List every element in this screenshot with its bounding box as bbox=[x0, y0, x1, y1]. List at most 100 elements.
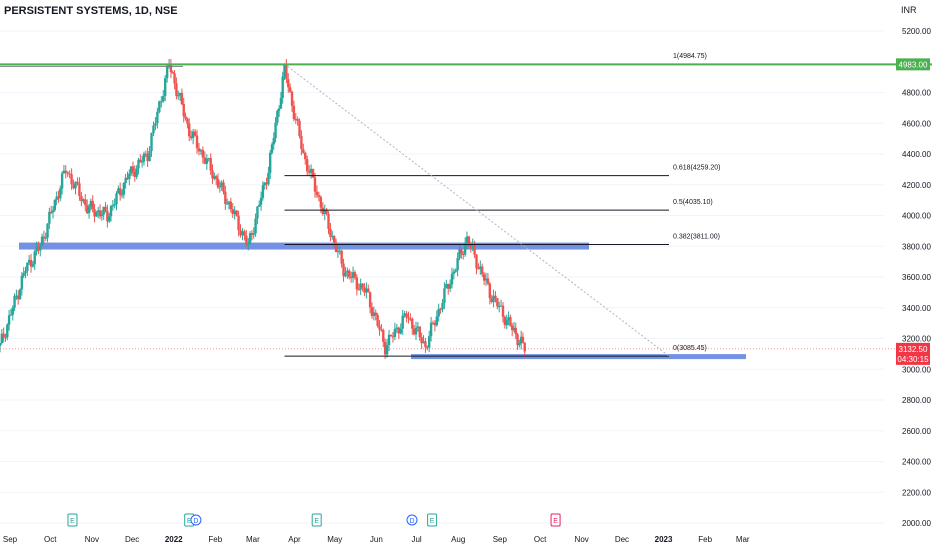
candle-body bbox=[53, 199, 57, 211]
candle bbox=[120, 189, 124, 199]
candle-body bbox=[237, 215, 240, 231]
candle bbox=[481, 263, 484, 278]
candle bbox=[348, 268, 351, 280]
candle bbox=[126, 171, 129, 181]
candle bbox=[37, 241, 40, 254]
candle-body bbox=[218, 186, 222, 188]
candle-body bbox=[148, 150, 151, 162]
candle-body bbox=[336, 251, 340, 253]
candle-body bbox=[471, 244, 474, 248]
candle bbox=[361, 283, 364, 292]
candle bbox=[64, 165, 67, 179]
candle bbox=[177, 90, 180, 100]
candle-body bbox=[18, 289, 22, 300]
candle-body bbox=[169, 64, 173, 73]
candle bbox=[395, 323, 399, 333]
candle-body bbox=[111, 205, 115, 207]
candle bbox=[148, 145, 151, 162]
candle bbox=[448, 279, 452, 293]
candle-body bbox=[418, 326, 421, 338]
candle-body bbox=[245, 235, 248, 245]
candle-body bbox=[197, 148, 201, 152]
candle bbox=[334, 238, 338, 253]
price-axis[interactable]: 5200.00 4800.00 4600.00 4400.00 4200.00 4000.… bbox=[902, 27, 931, 528]
candle-body bbox=[27, 259, 31, 263]
candle-body bbox=[137, 159, 140, 169]
candle bbox=[519, 330, 523, 350]
candle-body bbox=[265, 182, 268, 185]
candle-body bbox=[488, 283, 492, 299]
earnings-icon[interactable]: E bbox=[67, 513, 78, 527]
candle-body bbox=[469, 245, 473, 248]
candle-body bbox=[247, 243, 250, 245]
candle bbox=[214, 174, 218, 186]
candle-body bbox=[450, 273, 454, 285]
candle-body bbox=[177, 95, 180, 97]
candle-body bbox=[315, 191, 319, 196]
candle bbox=[256, 206, 259, 225]
candle bbox=[193, 129, 197, 137]
candle-body bbox=[70, 174, 73, 185]
candle-body bbox=[414, 327, 418, 335]
candle bbox=[66, 170, 69, 177]
candle bbox=[237, 210, 240, 237]
candle-body bbox=[76, 181, 79, 184]
candle bbox=[467, 235, 471, 247]
candle-body bbox=[20, 275, 24, 290]
time-axis[interactable]: Sep Oct Nov Dec 2022 Feb Mar Apr May Jun Jul Aug Sep… bbox=[3, 535, 750, 544]
candle-body bbox=[191, 131, 195, 139]
candle-body bbox=[283, 63, 286, 77]
candle bbox=[199, 148, 203, 155]
candle-body bbox=[107, 216, 111, 222]
fib-level-label: 0(3085.45) bbox=[673, 345, 707, 352]
dividend-icon[interactable]: D bbox=[190, 514, 202, 526]
candle bbox=[224, 185, 227, 210]
candle-body bbox=[26, 262, 29, 272]
candle-body bbox=[270, 144, 274, 153]
candle bbox=[302, 143, 305, 154]
candle bbox=[131, 161, 135, 177]
candle bbox=[393, 322, 397, 341]
price-tick-label: 2000.00 bbox=[902, 519, 931, 528]
candle-body bbox=[82, 199, 85, 202]
candle-body bbox=[387, 334, 391, 346]
candle-body bbox=[239, 230, 242, 236]
earnings-icon[interactable]: E bbox=[550, 513, 561, 527]
earnings-icon[interactable]: E bbox=[427, 513, 438, 527]
price-tick-label: 2600.00 bbox=[902, 427, 931, 436]
candle bbox=[469, 241, 473, 253]
candle bbox=[20, 272, 24, 296]
symbol-title: PERSISTENT SYSTEMS, 1D, NSE bbox=[4, 5, 178, 17]
candle bbox=[207, 157, 210, 162]
candle-body bbox=[382, 330, 385, 342]
earnings-icon[interactable]: E bbox=[311, 513, 322, 527]
candle-body bbox=[193, 131, 197, 136]
candle-body bbox=[475, 254, 478, 269]
candle-body bbox=[518, 343, 521, 346]
candle bbox=[437, 303, 440, 322]
candle bbox=[473, 240, 476, 259]
candle-body bbox=[207, 157, 210, 159]
candle-body bbox=[258, 204, 261, 207]
candle bbox=[433, 320, 437, 332]
candle bbox=[311, 168, 315, 178]
candle-body bbox=[91, 200, 94, 210]
candle-body bbox=[465, 236, 469, 244]
candle-body bbox=[163, 78, 167, 96]
candle bbox=[263, 181, 266, 190]
time-tick-label: Nov bbox=[575, 535, 589, 544]
price-tick-label: 2200.00 bbox=[902, 488, 931, 497]
support-zone-upper[interactable] bbox=[19, 242, 589, 250]
dividend-icon[interactable]: D bbox=[406, 514, 418, 526]
candle-body bbox=[184, 116, 187, 119]
candle-body bbox=[6, 324, 9, 338]
candle-body bbox=[378, 325, 381, 330]
candle-body bbox=[338, 250, 341, 252]
candle-body bbox=[332, 235, 336, 243]
fibonacci-retracement[interactable]: 1(4984.75) 0.618(4259.20) 0.5(4035.10) 0.38… bbox=[0, 53, 720, 357]
candle bbox=[89, 198, 93, 211]
candle bbox=[154, 117, 157, 131]
